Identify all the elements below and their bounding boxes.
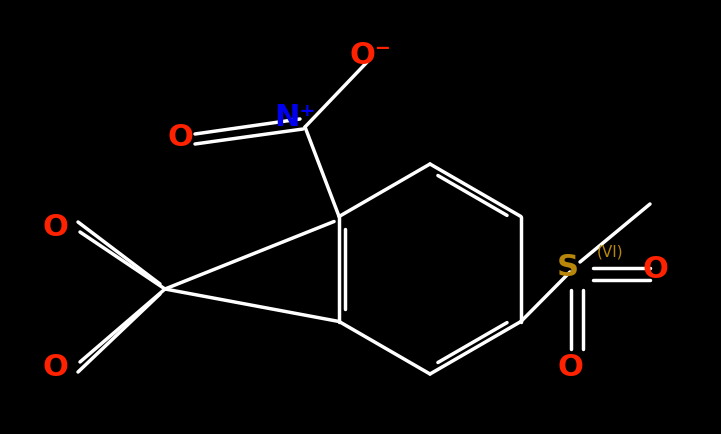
Text: O: O	[167, 123, 193, 152]
Text: O: O	[642, 255, 668, 284]
Text: N⁺: N⁺	[274, 103, 316, 132]
Text: O: O	[42, 213, 68, 242]
Text: (VI): (VI)	[597, 244, 624, 259]
Text: S: S	[557, 253, 579, 282]
Text: O⁻: O⁻	[349, 40, 391, 69]
Text: O: O	[557, 353, 583, 381]
Text: O: O	[42, 353, 68, 381]
